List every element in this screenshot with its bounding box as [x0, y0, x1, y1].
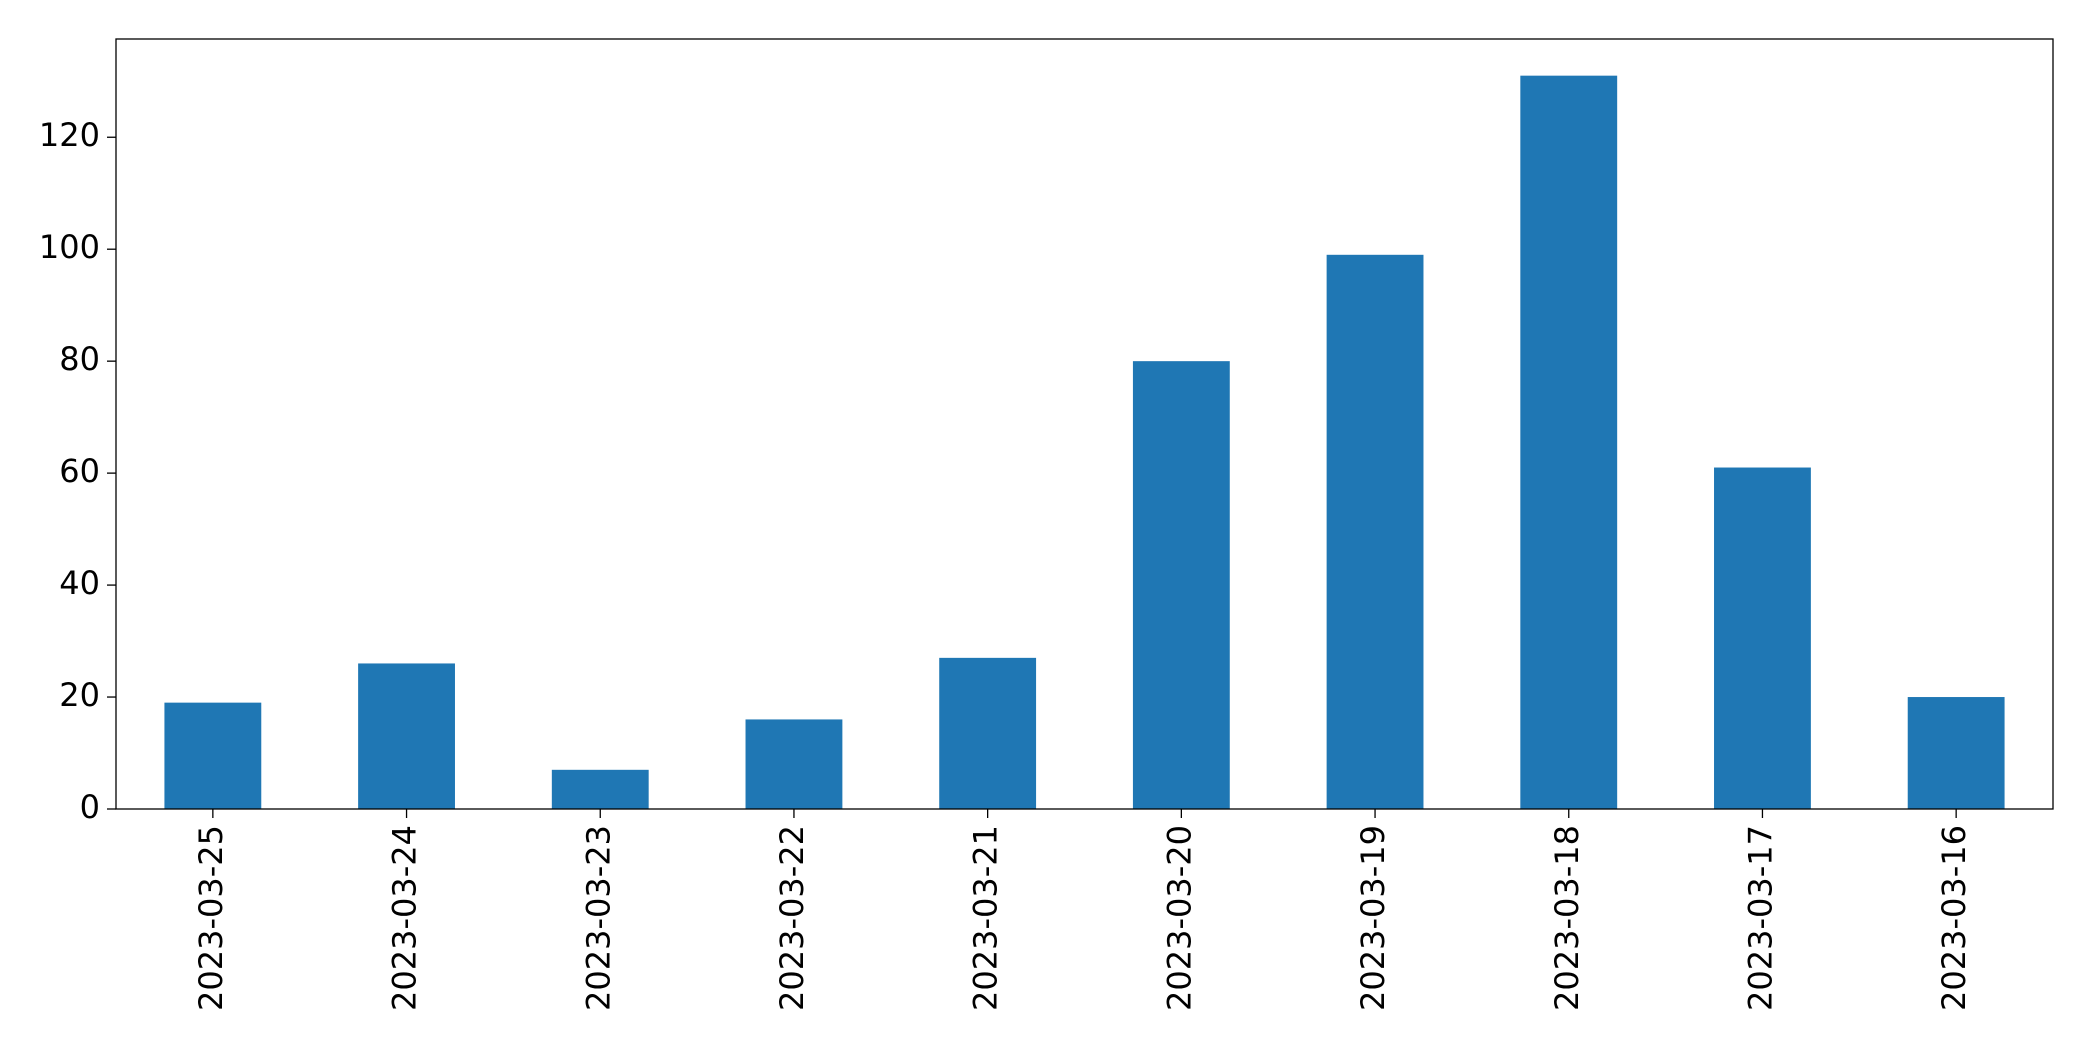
x-tick-label: 2023-03-25	[192, 825, 230, 1011]
bar	[1714, 467, 1811, 809]
x-tick-label: 2023-03-22	[773, 825, 811, 1011]
x-tick-label: 2023-03-17	[1741, 825, 1779, 1011]
x-tick-label: 2023-03-21	[967, 825, 1005, 1011]
bar	[1907, 697, 2005, 809]
x-tick-label: 2023-03-20	[1160, 825, 1198, 1011]
bar	[358, 663, 455, 809]
bar	[1132, 361, 1230, 809]
x-tick-label: 2023-03-24	[386, 825, 424, 1011]
bar	[164, 702, 262, 809]
x-tick-label: 2023-03-16	[1935, 825, 1973, 1011]
y-tick-label: 80	[59, 340, 100, 378]
x-tick-label: 2023-03-23	[579, 825, 617, 1011]
x-tick-label: 2023-03-19	[1354, 825, 1392, 1011]
y-tick-label: 40	[59, 564, 100, 602]
y-tick-label: 0	[80, 788, 100, 826]
bar	[551, 769, 649, 809]
bar	[745, 719, 843, 809]
y-tick-label: 100	[39, 228, 100, 266]
bar	[1326, 254, 1424, 810]
bar	[1520, 75, 1618, 809]
bar	[939, 657, 1037, 809]
x-tick-label: 2023-03-18	[1548, 825, 1586, 1011]
y-tick-label: 60	[59, 452, 100, 490]
y-tick-label: 20	[59, 676, 100, 714]
y-tick-label: 120	[39, 116, 100, 154]
plot-area	[164, 75, 2005, 810]
axes-frame	[115, 38, 2054, 810]
